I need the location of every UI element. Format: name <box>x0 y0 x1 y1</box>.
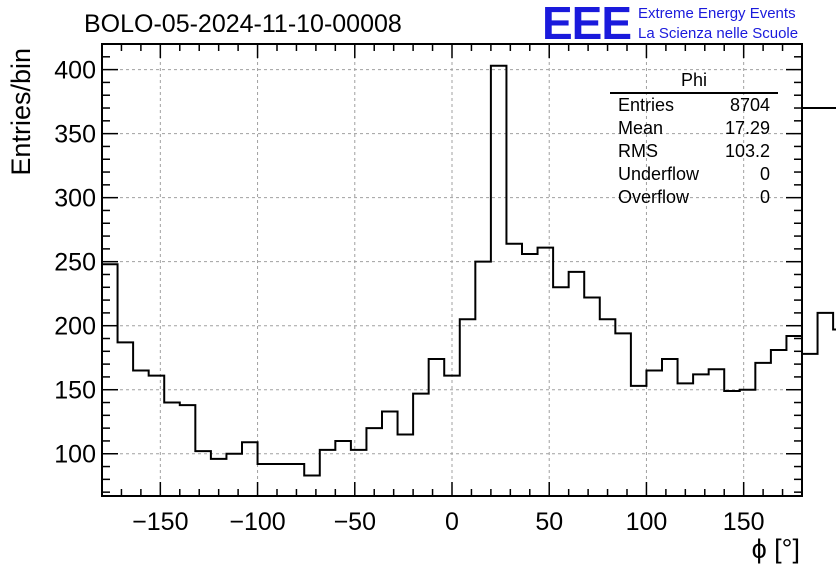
y-tick-label: 350 <box>54 121 96 149</box>
brand-line-1: Extreme Energy Events <box>638 5 796 22</box>
y-tick-label: 400 <box>54 57 96 85</box>
y-axis-label: Entries/bin <box>6 48 36 176</box>
stats-value: 0 <box>759 164 770 184</box>
y-tick-label: 300 <box>54 185 96 213</box>
stats-row: Underflow 0 <box>610 163 778 186</box>
grid-lines <box>102 44 802 496</box>
tick-labels: −150 −100 −50 0 50 100 150 100 150 200 250 300 350 40… <box>54 57 764 536</box>
x-axis-label: ϕ [°] <box>752 534 800 564</box>
brand-line-2: La Scienza nelle Scuole <box>638 25 799 42</box>
stats-value: 103.2 <box>724 141 770 161</box>
y-tick-label: 250 <box>54 249 96 277</box>
stats-label: Entries <box>618 95 675 115</box>
y-tick-label: 150 <box>54 377 96 405</box>
run-title: BOLO-05-2024-11-10-00008 <box>84 10 402 38</box>
stats-title: Phi <box>610 71 778 94</box>
x-tick-label: 150 <box>723 508 765 536</box>
histogram-step-line <box>102 64 836 477</box>
x-tick-label: −100 <box>229 508 285 536</box>
x-tick-label: −50 <box>334 508 376 536</box>
stats-value: 0 <box>759 187 770 207</box>
x-tick-label: −150 <box>132 508 188 536</box>
stats-label: Underflow <box>618 164 700 184</box>
stats-row: Mean 17.29 <box>610 117 778 140</box>
y-tick-label: 200 <box>54 313 96 341</box>
stats-label: Overflow <box>618 187 690 207</box>
eee-logo: EEE <box>542 0 632 49</box>
stats-box: Phi Entries 8704 Mean 17.29 RMS 103.2 Underflo… <box>610 71 778 209</box>
y-tick-label: 100 <box>54 441 96 469</box>
x-tick-label: 50 <box>535 508 563 536</box>
plot-frame <box>101 43 803 497</box>
stats-row: Entries 8704 <box>610 94 778 117</box>
stats-label: Mean <box>618 118 664 138</box>
stats-row: Overflow 0 <box>610 186 778 209</box>
stats-value: 8704 <box>729 95 770 115</box>
stats-label: RMS <box>618 141 658 161</box>
axis-ticks <box>101 43 803 496</box>
stats-row: RMS 103.2 <box>610 140 778 163</box>
x-tick-label: 100 <box>626 508 668 536</box>
x-tick-label: 0 <box>445 508 459 536</box>
stats-value: 17.29 <box>724 118 770 138</box>
